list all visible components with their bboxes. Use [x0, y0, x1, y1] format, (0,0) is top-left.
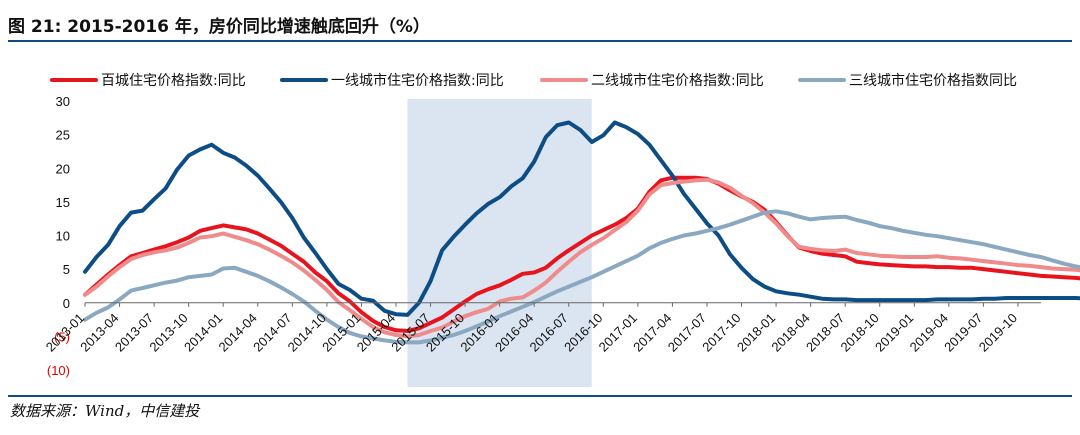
x-tick-label: 2019-10 [976, 310, 1020, 354]
y-tick-label: 30 [56, 94, 70, 109]
legend-label: 三线城市住宅价格指数同比 [849, 72, 1017, 89]
page-title: 图 21: 2015-2016 年，房价同比增速触底回升（%） [8, 17, 430, 37]
legend-label: 二线城市住宅价格指数:同比 [591, 72, 764, 89]
y-tick-label: (5) [54, 329, 70, 344]
y-tick-label: 15 [56, 195, 70, 210]
y-tick-label: (10) [47, 363, 70, 378]
source-divider [8, 395, 1072, 397]
y-tick-label: 25 [56, 128, 70, 143]
source-note: 数据来源：Wind，中信建投 [10, 402, 200, 420]
y-tick-label: 10 [56, 229, 70, 244]
y-tick-label: 0 [63, 296, 70, 311]
y-tick-label: 20 [56, 161, 70, 176]
series-line-3 [83, 177, 1080, 339]
series-line-4 [83, 209, 1080, 345]
legend-label: 百城住宅价格指数:同比 [101, 73, 246, 89]
series-line-1 [83, 175, 1080, 333]
legend-label: 一线城市住宅价格指数:同比 [331, 72, 504, 89]
title-bar: 图 21: 2015-2016 年，房价同比增速触底回升（%） [8, 6, 1072, 42]
series-line-2 [83, 120, 1080, 317]
y-tick-label: 5 [63, 262, 70, 277]
